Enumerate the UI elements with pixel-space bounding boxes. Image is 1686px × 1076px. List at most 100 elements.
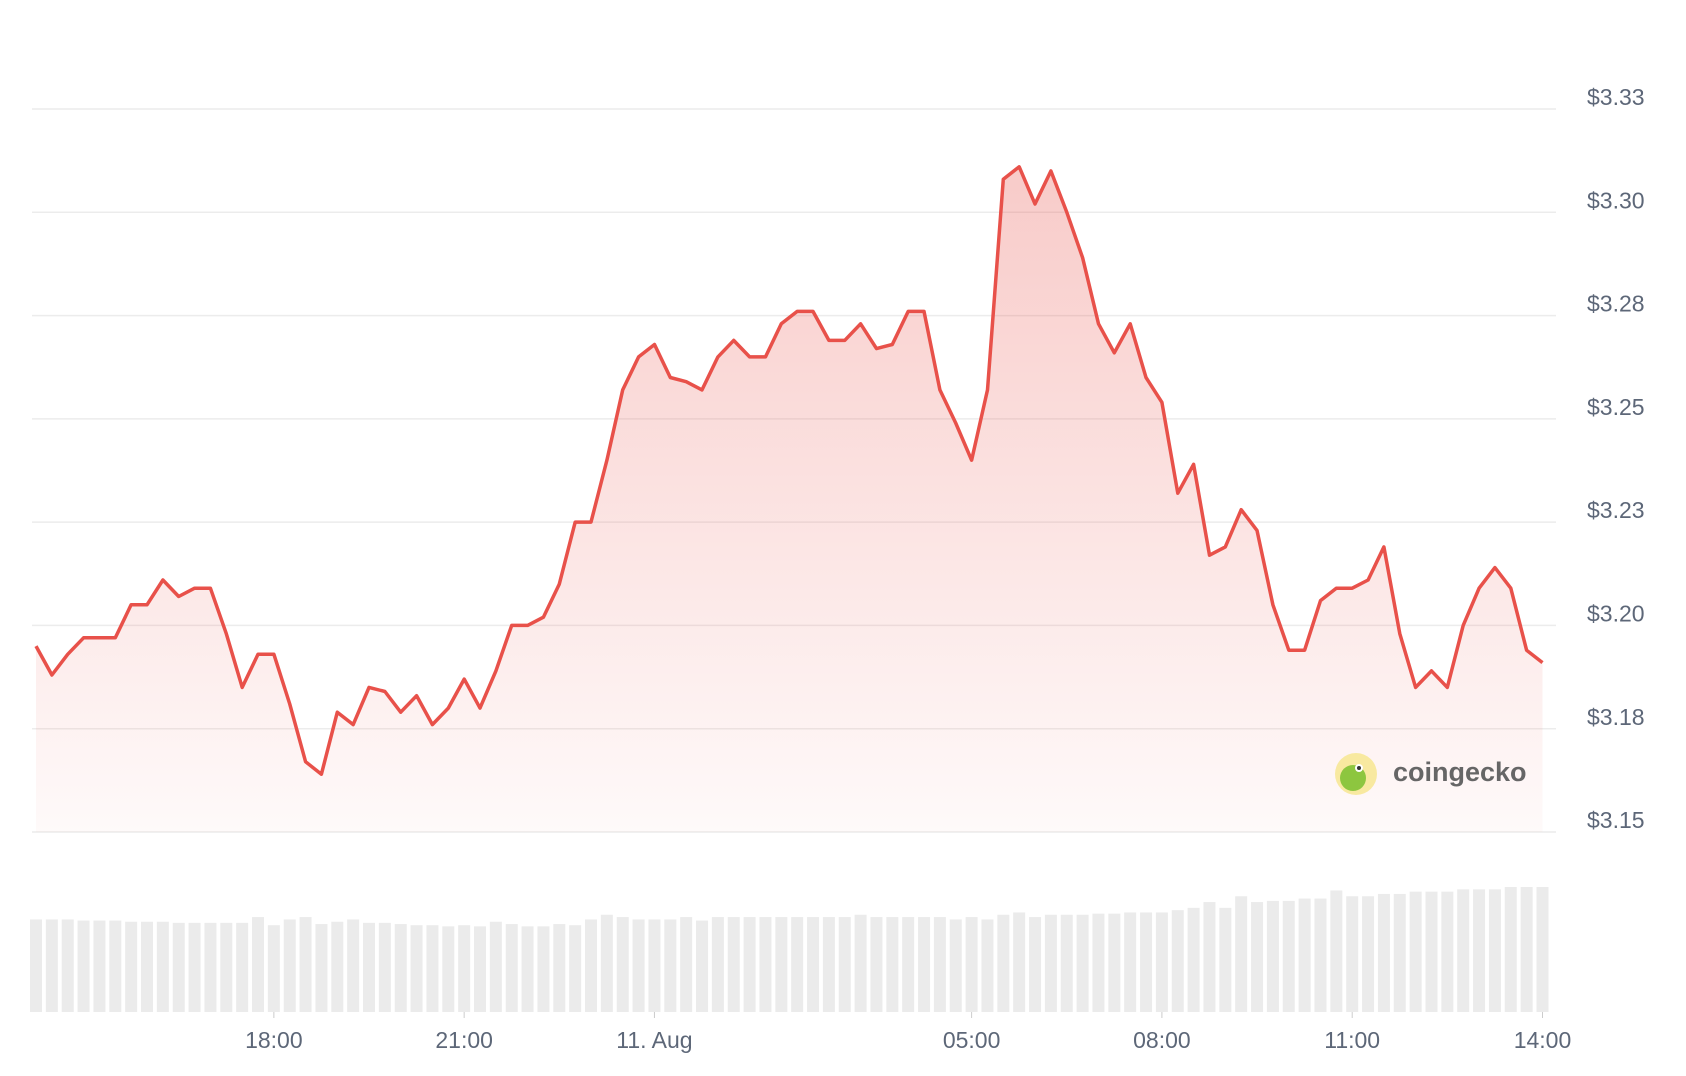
volume-bar xyxy=(236,922,249,1012)
volume-bar xyxy=(1441,891,1454,1012)
volume-bar xyxy=(1393,893,1406,1012)
volume-bar xyxy=(410,925,423,1012)
volume-bar xyxy=(696,920,709,1012)
volume-bar xyxy=(664,919,677,1012)
volume-bar xyxy=(315,924,328,1012)
y-tick-label: $3.33 xyxy=(1587,84,1645,110)
volume-bar xyxy=(838,917,851,1012)
volume-bar xyxy=(267,925,280,1012)
volume-bar xyxy=(45,919,58,1012)
volume-bar xyxy=(1346,896,1359,1012)
watermark-text: coingecko xyxy=(1393,757,1527,787)
volume-bar xyxy=(1076,914,1089,1012)
y-tick-label: $3.25 xyxy=(1587,394,1645,420)
volume-bar xyxy=(442,926,455,1012)
volume-bar xyxy=(569,925,582,1012)
volume-bar xyxy=(1235,896,1248,1012)
volume-bar xyxy=(1140,912,1153,1012)
volume-bar xyxy=(711,917,724,1012)
x-tick-label: 14:00 xyxy=(1514,1027,1572,1053)
x-tick-label: 18:00 xyxy=(245,1027,303,1053)
volume-bar xyxy=(1425,891,1438,1012)
volume-bar xyxy=(1013,912,1026,1012)
volume-bar xyxy=(125,921,138,1012)
volume-bar xyxy=(585,919,598,1012)
volume-bar xyxy=(1029,917,1042,1012)
price-line xyxy=(34,165,1544,776)
volume-bar xyxy=(997,914,1010,1012)
volume-bar xyxy=(1060,914,1073,1012)
watermark: coingecko xyxy=(1335,753,1527,795)
volume-bar xyxy=(1330,890,1343,1012)
volume-bar xyxy=(1155,912,1168,1012)
volume-bar xyxy=(474,926,487,1012)
volume-bar xyxy=(1504,887,1517,1012)
volume-bar xyxy=(1520,887,1533,1012)
volume-bar xyxy=(61,919,74,1012)
volume-bar xyxy=(822,917,835,1012)
volume-bar xyxy=(283,919,296,1012)
volume-bar xyxy=(886,917,899,1012)
volume-bar xyxy=(933,917,946,1012)
volume-bar xyxy=(378,922,391,1012)
y-tick-label: $3.30 xyxy=(1587,187,1645,213)
volume-bar xyxy=(1377,893,1390,1012)
x-tick-label: 08:00 xyxy=(1133,1027,1191,1053)
volume-bar xyxy=(458,925,471,1012)
y-tick-label: $3.20 xyxy=(1587,601,1645,627)
volume-bar xyxy=(109,920,122,1012)
volume-bar xyxy=(505,924,518,1012)
volume-bar xyxy=(489,921,502,1012)
x-tick-label: 21:00 xyxy=(435,1027,493,1053)
volume-bar xyxy=(1251,902,1264,1012)
x-tick-label: 11. Aug xyxy=(616,1027,692,1053)
volume-bar xyxy=(791,917,804,1012)
volume-bar xyxy=(1282,900,1295,1012)
volume-bar xyxy=(1219,907,1232,1012)
x-tick-label: 05:00 xyxy=(943,1027,1001,1053)
volume-bar xyxy=(299,917,312,1012)
volume-bar xyxy=(1457,889,1470,1012)
volume-bar xyxy=(743,917,756,1012)
volume-bar xyxy=(1409,891,1422,1012)
volume-bar xyxy=(141,921,154,1012)
volume-bar xyxy=(220,922,233,1012)
volume-bar xyxy=(93,920,106,1012)
y-tick-label: $3.15 xyxy=(1587,807,1645,833)
volume-bar xyxy=(870,917,883,1012)
y-tick-label: $3.18 xyxy=(1587,704,1645,730)
volume-bar xyxy=(648,919,661,1012)
volume-bar xyxy=(1362,896,1375,1012)
volume-bar xyxy=(1171,910,1184,1012)
volume-bar xyxy=(394,924,407,1012)
volume-bar xyxy=(77,920,90,1012)
volume-bar xyxy=(537,926,550,1012)
volume-bar xyxy=(521,926,534,1012)
area xyxy=(36,166,1543,833)
volume-bar xyxy=(252,917,265,1012)
volume-bar xyxy=(1266,900,1279,1012)
volume-bar xyxy=(854,914,867,1012)
volume-bar xyxy=(1187,907,1200,1012)
volume-bar xyxy=(1203,902,1216,1012)
volume-bar xyxy=(1536,887,1549,1012)
volume-bar xyxy=(331,921,344,1012)
volume-bar xyxy=(1044,914,1057,1012)
volume-bar xyxy=(949,919,962,1012)
x-tick-label: 11:00 xyxy=(1324,1027,1380,1053)
volume-bar xyxy=(775,917,788,1012)
volume-bar xyxy=(680,917,693,1012)
volume-bar xyxy=(807,917,820,1012)
volume-bar xyxy=(1298,898,1311,1012)
volume-bar xyxy=(426,925,439,1012)
volume-bar xyxy=(1488,889,1501,1012)
volume-bar xyxy=(347,919,360,1012)
volume-bar xyxy=(759,917,772,1012)
volume-bar xyxy=(1108,913,1121,1012)
volume-bar xyxy=(1473,889,1486,1012)
volume-bar xyxy=(30,919,42,1012)
volume-bar xyxy=(727,917,740,1012)
volume-bar xyxy=(902,917,915,1012)
plot: $3.15 $3.18 $3.20 $3.23 $3.25 $3.28 $3.30 $3.33… xyxy=(30,84,1645,1053)
